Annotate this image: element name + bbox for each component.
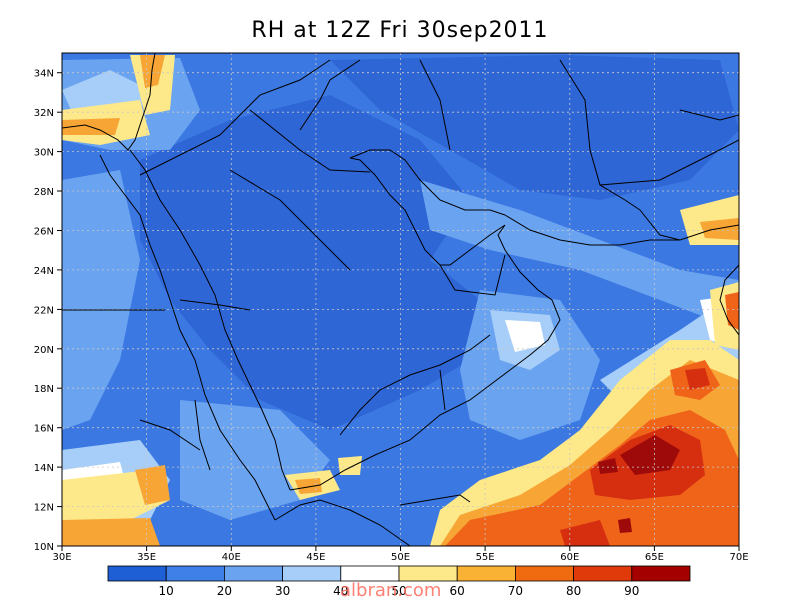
rh-orange-patch	[700, 218, 739, 240]
colorbar-box	[631, 565, 691, 582]
colorbar-box	[340, 565, 400, 582]
rh-dark-red-patch	[620, 435, 680, 475]
y-tick-label: 24N	[34, 266, 54, 277]
colorbar-label: 40	[333, 584, 348, 598]
colorbar-label: 50	[391, 584, 406, 598]
rh-orange-patch	[295, 478, 322, 494]
y-tick-label: 26N	[34, 227, 54, 238]
y-tick-label: 10N	[34, 542, 54, 553]
coastlines-borders	[62, 53, 739, 546]
rh-orange-patch	[135, 465, 170, 505]
x-tick-label: 40E	[222, 552, 241, 563]
colorbar-box	[282, 565, 342, 582]
rh-deep-blue-iran	[330, 55, 739, 200]
x-tick-label: 70E	[729, 552, 748, 563]
y-tick-label: 14N	[34, 463, 54, 474]
colorbar-box	[456, 565, 516, 582]
y-tick-label: 12N	[34, 503, 54, 514]
colorbar-label: 80	[566, 584, 581, 598]
x-tick-label: 30E	[52, 552, 71, 563]
y-tick-label: 28N	[34, 187, 54, 198]
rh-red-patch	[685, 368, 710, 390]
rh-white-patch	[505, 320, 545, 352]
colorbar-label: 70	[508, 584, 523, 598]
x-tick-label: 35E	[137, 552, 156, 563]
x-tick-label: 65E	[645, 552, 664, 563]
rh-light-blue-patch	[420, 180, 739, 330]
colorbar-label: 90	[624, 584, 639, 598]
colorbar-boxes	[107, 565, 691, 582]
map-grid	[62, 53, 739, 546]
y-tick-label: 20N	[34, 345, 54, 356]
rh-deep-blue-region	[140, 95, 480, 430]
colorbar-label: 30	[275, 584, 290, 598]
map-title: RH at 12Z Fri 30sep2011	[251, 18, 549, 43]
colorbar-box	[573, 565, 633, 582]
y-tick-label: 16N	[34, 424, 54, 435]
colorbar-box	[165, 565, 225, 582]
axis-ticks	[57, 72, 740, 551]
colorbar-box	[107, 565, 167, 582]
colorbar-box	[398, 565, 458, 582]
colorbar-box	[223, 565, 283, 582]
colorbar-label: 60	[450, 584, 465, 598]
y-tick-label: 22N	[34, 305, 54, 316]
y-tick-label: 30N	[34, 148, 54, 159]
rh-red-patch	[560, 520, 610, 546]
y-axis-labels: 10N 12N 14N 16N 18N 20N 22N 24N 26N 28N …	[34, 69, 54, 553]
watermark-text: albran.com	[340, 580, 442, 601]
x-tick-label: 45E	[306, 552, 325, 563]
rh-light-blue-patch	[62, 170, 140, 430]
colorbar-label: 20	[217, 584, 232, 598]
rh-dark-red-patch	[618, 518, 632, 533]
rh-orange-patch	[62, 518, 160, 546]
x-tick-label: 60E	[560, 552, 579, 563]
x-tick-label: 55E	[476, 552, 495, 563]
rh-dark-red-patch	[598, 458, 618, 474]
x-axis-labels: 30E 35E 40E 45E 50E 55E 60E 65E 70E	[52, 552, 748, 563]
colorbar-label: 10	[159, 584, 174, 598]
colorbar-labels: 10 20 30 40 50 60 70 80 90	[159, 584, 640, 598]
y-tick-label: 18N	[34, 384, 54, 395]
colorbar-box	[515, 565, 575, 582]
x-tick-label: 50E	[391, 552, 410, 563]
y-tick-label: 34N	[34, 69, 54, 80]
y-tick-label: 32N	[34, 108, 54, 119]
